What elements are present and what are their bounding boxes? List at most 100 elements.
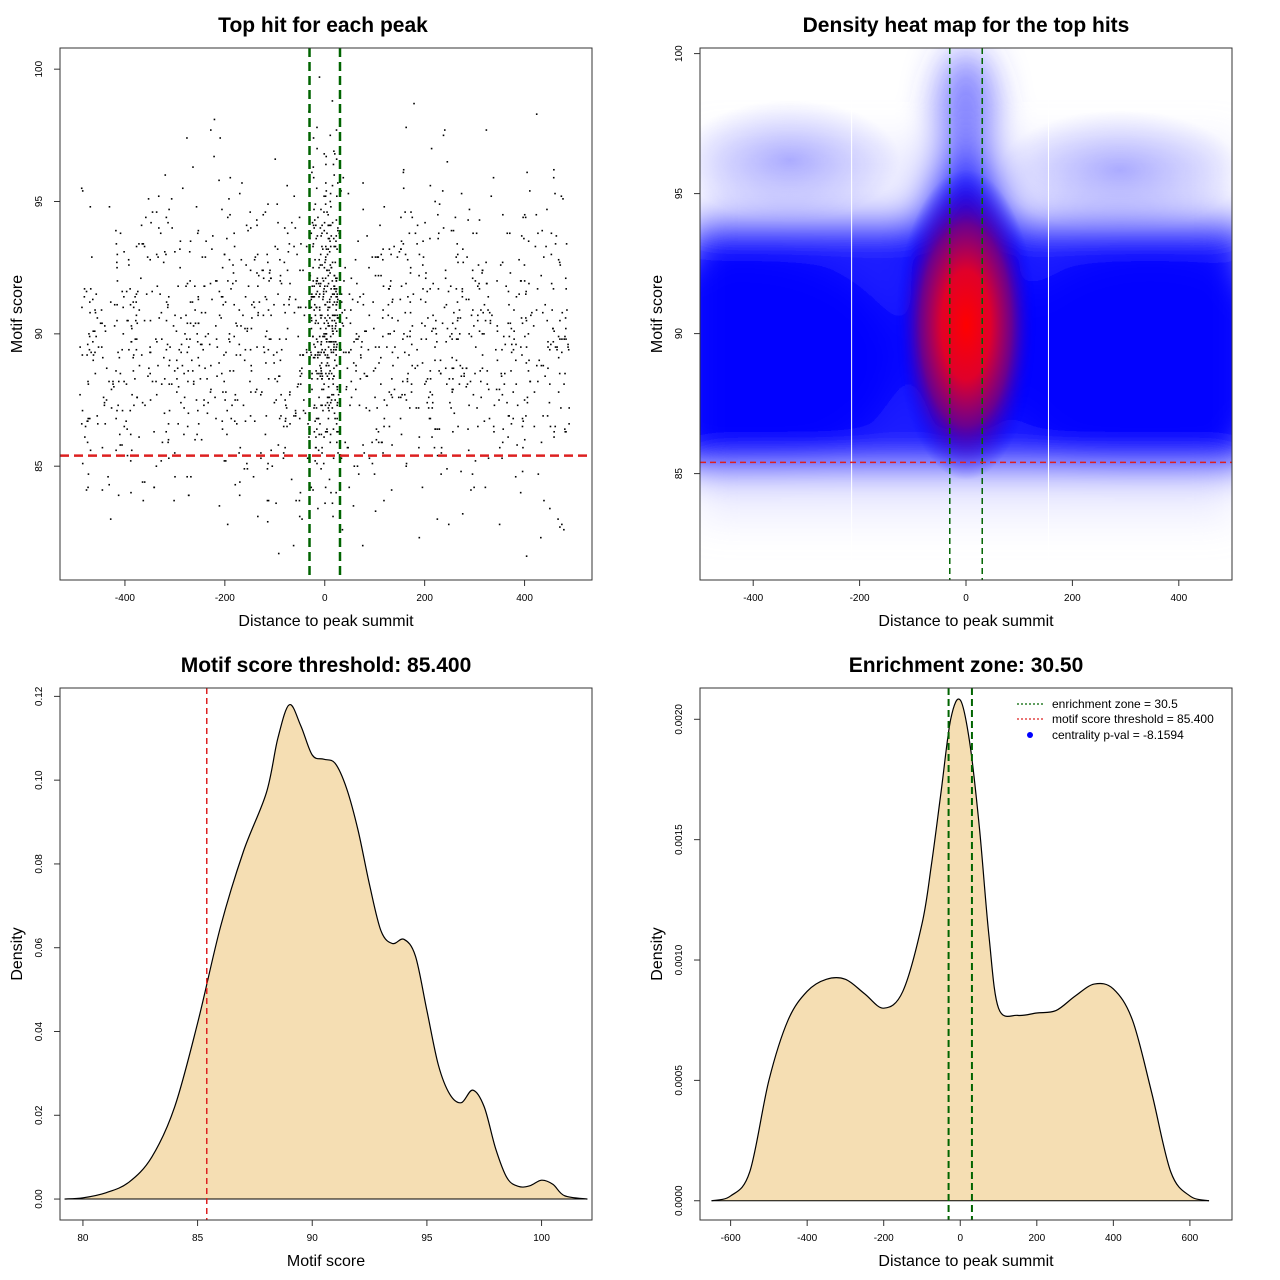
data-point [332, 163, 335, 166]
data-point [337, 430, 339, 433]
data-point [186, 137, 188, 139]
data-point [474, 460, 477, 462]
data-point [388, 248, 391, 250]
data-point [564, 317, 567, 319]
data-point [223, 354, 225, 356]
data-point [525, 319, 528, 322]
data-point [218, 362, 220, 364]
data-point [235, 354, 238, 356]
data-point [94, 311, 97, 314]
data-point [96, 317, 99, 319]
data-point [323, 229, 326, 232]
data-point [304, 306, 307, 309]
data-point [231, 282, 234, 285]
data-point [389, 333, 391, 335]
score-density-plot [64, 688, 588, 1220]
data-point [319, 285, 321, 288]
data-point [456, 253, 459, 256]
data-point [321, 404, 323, 407]
data-point [286, 269, 289, 272]
data-point [324, 195, 327, 198]
data-point [498, 399, 500, 401]
data-point [328, 404, 331, 407]
data-point [521, 417, 524, 420]
data-point [274, 378, 276, 380]
data-point [382, 309, 384, 311]
data-point [358, 335, 360, 338]
data-point [404, 211, 406, 213]
data-point [327, 407, 330, 409]
x-tick-label: 200 [1064, 593, 1081, 604]
data-point [333, 314, 335, 317]
data-point [253, 306, 256, 309]
data-point [441, 190, 444, 192]
data-point [328, 317, 331, 319]
data-point [203, 399, 205, 401]
data-point [187, 380, 189, 383]
data-point [141, 243, 144, 245]
data-point [280, 282, 283, 285]
y-tick-label: 0.0005 [674, 1065, 685, 1096]
data-point [492, 176, 495, 179]
data-point [326, 269, 328, 272]
data-point [550, 343, 552, 346]
data-point [92, 359, 95, 362]
data-point [79, 346, 81, 348]
data-point [565, 327, 567, 330]
data-point [317, 322, 320, 325]
data-point [499, 264, 502, 266]
data-point [90, 351, 92, 354]
data-point [144, 404, 146, 407]
data-point [296, 385, 299, 388]
data-point [331, 293, 334, 295]
panel2-title: Density heat map for the top hits [803, 14, 1130, 37]
data-point [163, 378, 166, 380]
data-point [323, 351, 326, 354]
data-point [450, 407, 452, 409]
data-point [289, 282, 291, 285]
data-point [132, 356, 134, 359]
data-point [362, 182, 364, 184]
data-point [404, 393, 406, 396]
data-point [407, 372, 409, 375]
data-point [320, 351, 322, 354]
data-point [125, 290, 128, 293]
data-point [215, 338, 218, 340]
data-point [481, 333, 484, 335]
data-point [501, 441, 504, 444]
data-point [92, 330, 95, 333]
data-point [168, 364, 170, 367]
data-point [319, 227, 322, 229]
data-point [319, 282, 322, 285]
data-point [315, 224, 317, 227]
data-point [456, 243, 459, 245]
data-point [564, 428, 566, 430]
data-point [483, 333, 485, 335]
data-point [405, 462, 408, 465]
data-point [320, 340, 323, 343]
data-point [314, 446, 317, 449]
data-point [80, 423, 83, 425]
data-point [340, 457, 343, 460]
data-point [513, 330, 515, 333]
data-point [324, 354, 327, 356]
data-point [432, 314, 434, 317]
data-point [416, 224, 419, 227]
data-point [568, 407, 570, 409]
data-point [404, 253, 407, 256]
data-point [330, 235, 333, 237]
data-point [332, 351, 335, 354]
data-point [115, 449, 117, 452]
data-point [110, 388, 113, 391]
data-point [205, 240, 207, 243]
data-point [321, 388, 323, 391]
data-point [436, 454, 439, 457]
data-point [126, 428, 128, 430]
data-point [467, 428, 469, 430]
data-point [328, 301, 331, 303]
data-point [329, 340, 332, 343]
data-point [317, 417, 319, 420]
data-point [351, 298, 354, 301]
data-point [520, 346, 522, 348]
x-tick-label: -200 [850, 593, 870, 604]
